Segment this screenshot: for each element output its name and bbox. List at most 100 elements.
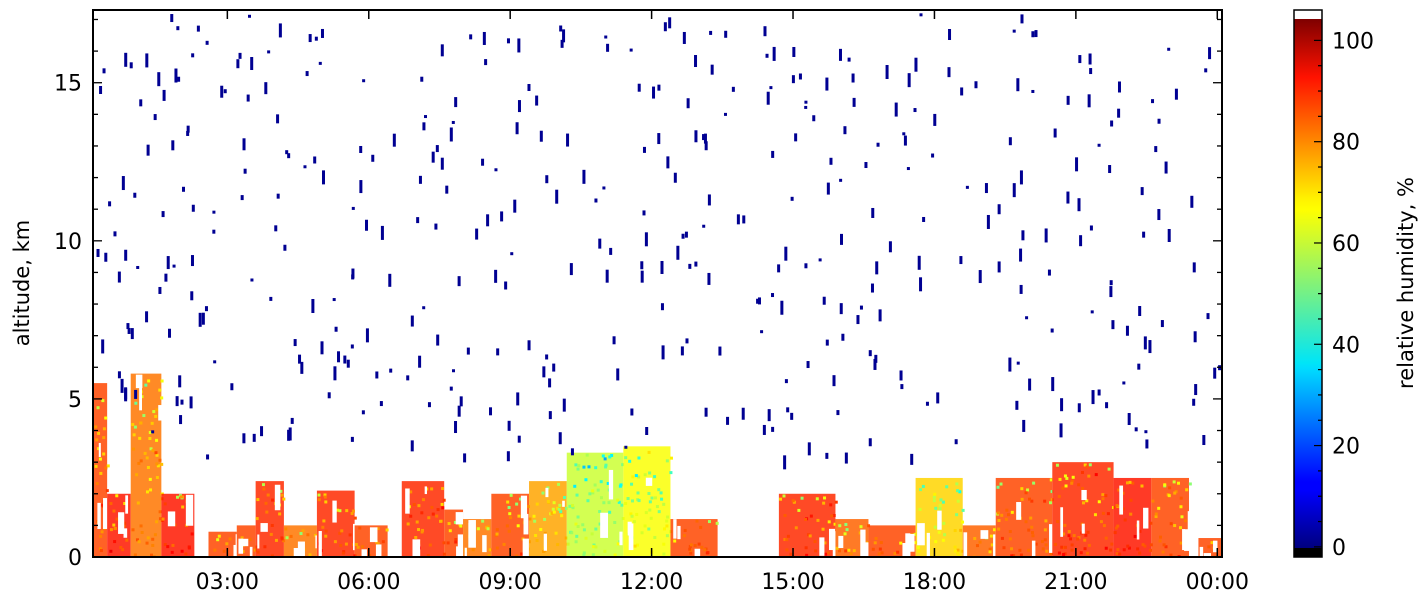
- x-tick-label: 18:00: [903, 570, 966, 595]
- humidity-speckle: [941, 538, 945, 542]
- sparse-return-dot: [146, 144, 150, 156]
- humidity-speckle: [1005, 508, 1009, 512]
- humidity-speckle: [351, 509, 355, 513]
- humidity-speckle: [132, 447, 136, 451]
- sparse-return-dot: [440, 44, 444, 57]
- humidity-speckle: [849, 552, 853, 556]
- humidity-speckle: [131, 528, 135, 532]
- sparse-return-dot: [762, 424, 766, 435]
- sparse-return-dot: [486, 214, 490, 227]
- missing-data-streak: [274, 484, 281, 511]
- humidity-speckle: [576, 515, 580, 519]
- humidity-speckle: [632, 520, 636, 524]
- humidity-speckle: [1133, 534, 1137, 538]
- sparse-return-dot: [337, 351, 341, 363]
- missing-data-streak: [1199, 546, 1204, 557]
- humidity-speckle: [299, 532, 303, 536]
- humidity-speckle: [102, 427, 106, 431]
- sparse-return-dot: [1008, 137, 1012, 146]
- sparse-return-dot: [710, 64, 714, 75]
- humidity-speckle: [637, 499, 641, 503]
- humidity-speckle: [517, 514, 521, 518]
- humidity-speckle: [253, 548, 257, 552]
- missing-data-streak: [375, 544, 382, 557]
- sparse-return-dot: [236, 59, 240, 69]
- colorbar-tick-label: 20: [1332, 435, 1360, 460]
- humidity-speckle: [1117, 488, 1121, 492]
- humidity-speckle: [139, 459, 143, 463]
- humidity-speckle: [345, 509, 349, 513]
- humidity-speckle: [270, 523, 274, 527]
- humidity-speckle: [585, 453, 589, 457]
- sparse-return-dot: [933, 113, 937, 126]
- humidity-speckle: [446, 541, 450, 545]
- humidity-speckle: [824, 552, 828, 556]
- sparse-return-dot: [704, 407, 708, 417]
- sparse-return-dot: [569, 263, 573, 276]
- missing-data-streak: [520, 495, 528, 519]
- humidity-speckle: [368, 554, 372, 557]
- humidity-speckle: [917, 549, 921, 553]
- sparse-return-dot: [804, 105, 808, 109]
- humidity-speckle: [607, 501, 611, 505]
- humidity-speckle: [584, 536, 588, 540]
- sparse-return-dot: [431, 151, 435, 163]
- missing-data-streak: [1031, 540, 1036, 557]
- missing-data-streak: [905, 533, 911, 557]
- sparse-return-dot: [1008, 357, 1012, 372]
- humidity-speckle: [138, 436, 142, 440]
- humidity-speckle: [582, 553, 586, 557]
- sparse-return-dot: [1127, 413, 1131, 426]
- humidity-speckle: [152, 410, 156, 414]
- humidity-speckle: [381, 540, 385, 544]
- sparse-return-dot: [120, 378, 124, 393]
- humidity-speckle: [1070, 543, 1074, 547]
- humidity-speckle: [997, 518, 1001, 522]
- humidity-speckle: [556, 543, 560, 547]
- humidity-speckle: [99, 549, 103, 553]
- sparse-return-dot: [1012, 183, 1016, 198]
- humidity-speckle: [647, 527, 651, 531]
- sparse-return-dot: [1202, 435, 1206, 446]
- humidity-speckle: [1064, 484, 1068, 488]
- humidity-speckle: [988, 547, 992, 551]
- humidity-speckle: [137, 540, 141, 544]
- humidity-speckle: [335, 508, 339, 512]
- humidity-speckle: [608, 455, 612, 459]
- sparse-return-dot: [371, 154, 375, 162]
- humidity-speckle: [601, 454, 605, 458]
- humidity-speckle: [284, 527, 288, 531]
- sparse-return-dot: [1143, 336, 1147, 350]
- sparse-return-dot: [418, 175, 422, 184]
- humidity-speckle: [958, 490, 962, 494]
- humidity-speckle: [543, 549, 547, 553]
- sparse-return-dot: [790, 196, 794, 201]
- humidity-speckle: [155, 453, 159, 457]
- sparse-return-dot: [731, 86, 735, 92]
- humidity-speckle: [1070, 479, 1074, 483]
- sparse-return-dot: [864, 162, 868, 169]
- humidity-speckle: [1128, 480, 1132, 484]
- humidity-speckle: [643, 473, 647, 477]
- humidity-speckle: [620, 503, 624, 507]
- missing-data-streak: [233, 544, 238, 557]
- plot-frame: [92, 9, 1223, 558]
- humidity-speckle: [1131, 481, 1135, 485]
- missing-data-streak: [819, 537, 825, 556]
- humidity-speckle: [590, 532, 594, 536]
- humidity-speckle: [821, 527, 825, 531]
- sparse-return-dot: [780, 300, 784, 315]
- humidity-speckle: [441, 487, 445, 491]
- x-tick-label: 06:00: [337, 570, 400, 595]
- humidity-speckle: [1062, 532, 1066, 536]
- humidity-speckle: [520, 552, 524, 556]
- sparse-return-dot: [287, 429, 291, 441]
- sparse-return-dot: [798, 73, 802, 80]
- sparse-return-dot: [539, 130, 543, 142]
- humidity-speckle: [990, 543, 994, 547]
- sparse-return-dot: [162, 89, 166, 101]
- sparse-return-dot: [527, 340, 531, 351]
- sparse-return-dot: [389, 368, 393, 373]
- sparse-return-dot: [510, 252, 514, 256]
- humidity-speckle: [115, 494, 119, 498]
